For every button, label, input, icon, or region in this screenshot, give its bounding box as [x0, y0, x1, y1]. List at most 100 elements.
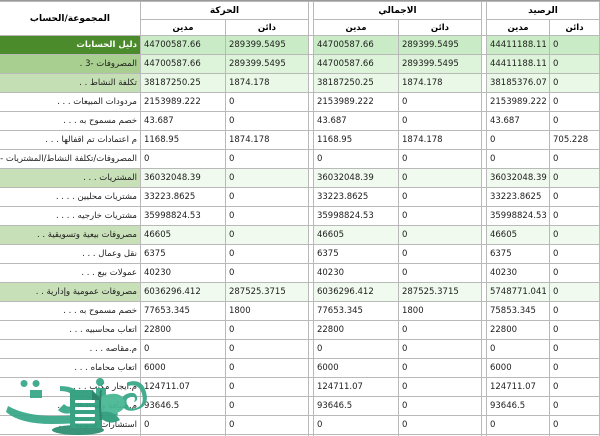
cell-balance-credit[interactable]: 0 — [549, 168, 600, 188]
table-row[interactable]: 0 2153989.222 0 2153989.222 0 2153989.222 مردو… — [0, 92, 600, 112]
cell-total-debit[interactable]: 44700587.66 — [312, 54, 399, 74]
table-row[interactable]: 0 93646.5 0 93646.5 0 93646.5 م.ضيافة واستقبال… — [0, 396, 600, 416]
table-row[interactable]: 0 38185376.07 1874.178 38187250.25 1874.178 3… — [0, 73, 600, 93]
cell-movement-debit[interactable]: 46605 — [139, 225, 226, 245]
cell-total-debit[interactable]: 12727.75 — [312, 434, 399, 436]
table-row[interactable]: 0 40230 0 40230 0 40230 عمولات بيع . . . — [0, 263, 600, 283]
cell-balance-debit[interactable]: 33223.8625 — [485, 187, 551, 207]
cell-total-credit[interactable]: 0 — [397, 377, 482, 397]
cell-account-name[interactable]: م اعتمادات تم اقفالها . . . — [0, 130, 141, 150]
cell-movement-debit[interactable]: 0 — [139, 339, 226, 359]
cell-balance-debit[interactable]: 36032048.39 — [485, 168, 551, 188]
cell-account-name[interactable]: م.نظافه واصلاح . . . — [0, 434, 141, 436]
cell-account-name[interactable]: مشتريات محليين . . . . — [0, 187, 141, 207]
cell-balance-debit[interactable]: 43.687 — [485, 111, 551, 131]
cell-account-name[interactable]: المصروفات/تكلفة النشاط/المشتريات -3 . . … — [0, 149, 141, 169]
cell-balance-debit[interactable]: 0 — [485, 149, 551, 169]
cell-total-credit[interactable]: 0 — [397, 149, 482, 169]
cell-total-credit[interactable]: 0 — [397, 396, 482, 416]
cell-total-debit[interactable]: 6036296.412 — [312, 282, 399, 302]
cell-total-credit[interactable]: 0 — [397, 339, 482, 359]
cell-movement-credit[interactable]: 287525.3715 — [224, 282, 309, 302]
cell-balance-credit[interactable]: 0 — [549, 225, 600, 245]
cell-account-name[interactable]: عمولات بيع . . . — [0, 263, 141, 283]
table-row[interactable]: 0 0 0 0 0 0 م.مقاصه . . . — [0, 339, 600, 359]
cell-movement-debit[interactable]: 44700587.66 — [139, 35, 226, 55]
cell-movement-debit[interactable]: 6036296.412 — [139, 282, 226, 302]
cell-balance-credit[interactable]: 0 — [549, 244, 600, 264]
cell-balance-debit[interactable]: 35998824.53 — [485, 206, 551, 226]
cell-total-credit[interactable]: 0 — [397, 320, 482, 340]
cell-account-name[interactable]: م.ضيافة واستقبال . . . — [0, 396, 141, 416]
cell-total-credit[interactable]: 289399.5495 — [397, 35, 482, 55]
cell-total-credit[interactable]: 0 — [397, 168, 482, 188]
cell-balance-credit[interactable]: 0 — [549, 377, 600, 397]
table-row[interactable]: 0 33223.8625 0 33223.8625 0 33223.8625 مشتريات… — [0, 187, 600, 207]
cell-account-name[interactable]: خصم مسموح به . . . — [0, 301, 141, 321]
cell-balance-debit[interactable]: 124711.07 — [485, 377, 551, 397]
cell-total-credit[interactable]: 0 — [397, 111, 482, 131]
cell-total-debit[interactable]: 0 — [312, 415, 399, 435]
table-row[interactable]: 0 44411188.11 289399.5495 44700587.66 289399… — [0, 35, 600, 55]
cell-account-name[interactable]: مردودات المبيعات . . . — [0, 92, 141, 112]
cell-total-credit[interactable]: 0 — [397, 92, 482, 112]
cell-movement-credit[interactable]: 1874.178 — [224, 73, 309, 93]
cell-account-name[interactable]: المصروفات -3 . — [0, 54, 141, 74]
cell-balance-credit[interactable]: 0 — [549, 301, 600, 321]
table-row[interactable]: 0 22800 0 22800 0 22800 اتعاب محاسبيه . . . — [0, 320, 600, 340]
cell-balance-debit[interactable]: 75853.345 — [485, 301, 551, 321]
cell-movement-debit[interactable]: 22800 — [139, 320, 226, 340]
cell-total-debit[interactable]: 43.687 — [312, 111, 399, 131]
cell-account-name[interactable]: مصروفات بيعية وتسويقية . . — [0, 225, 141, 245]
cell-total-credit[interactable]: 289399.5495 — [397, 54, 482, 74]
cell-movement-debit[interactable]: 1168.95 — [139, 130, 226, 150]
cell-balance-debit[interactable]: 5748771.041 — [485, 282, 551, 302]
table-row[interactable]: 012727.75012727.75012727.75م.نظافه واصلا… — [0, 434, 600, 436]
cell-total-credit[interactable]: 0 — [397, 187, 482, 207]
cell-total-debit[interactable]: 0 — [312, 339, 399, 359]
cell-movement-credit[interactable]: 0 — [224, 168, 309, 188]
cell-balance-credit[interactable]: 0 — [549, 282, 600, 302]
cell-balance-debit[interactable]: 0 — [485, 339, 551, 359]
table-row[interactable]: 0 5748771.041 287525.3715 6036296.412 287525… — [0, 282, 600, 302]
cell-total-debit[interactable]: 33223.8625 — [312, 187, 399, 207]
cell-balance-credit[interactable]: 0 — [549, 358, 600, 378]
cell-account-name[interactable]: استشارات قانونيه . . . — [0, 415, 141, 435]
cell-balance-credit[interactable]: 0 — [549, 54, 600, 74]
cell-balance-debit[interactable]: 46605 — [485, 225, 551, 245]
cell-total-credit[interactable]: 1874.178 — [397, 73, 482, 93]
cell-total-debit[interactable]: 44700587.66 — [312, 35, 399, 55]
cell-total-debit[interactable]: 77653.345 — [312, 301, 399, 321]
cell-total-debit[interactable]: 2153989.222 — [312, 92, 399, 112]
cell-account-name[interactable]: دليل الحسابات — [0, 35, 141, 55]
cell-balance-credit[interactable]: 0 — [549, 339, 600, 359]
table-row[interactable]: 0 6000 0 6000 0 6000 اتعاب محاماه . . . — [0, 358, 600, 378]
cell-movement-credit[interactable]: 0 — [224, 206, 309, 226]
cell-movement-credit[interactable]: 0 — [224, 320, 309, 340]
table-row[interactable]: 0 0 0 0 0 0 المصروفات/تكلفة النشاط/المشتريات -… — [0, 149, 600, 169]
cell-movement-credit[interactable]: 0 — [224, 92, 309, 112]
cell-total-credit[interactable]: 0 — [397, 415, 482, 435]
cell-movement-debit[interactable]: 0 — [139, 149, 226, 169]
cell-balance-debit[interactable]: 38185376.07 — [485, 73, 551, 93]
cell-account-name[interactable]: اتعاب محاسبيه . . . — [0, 320, 141, 340]
table-row[interactable]: 0 44411188.11 289399.5495 44700587.66 289399… — [0, 54, 600, 74]
cell-movement-debit[interactable]: 44700587.66 — [139, 54, 226, 74]
cell-total-credit[interactable]: 1800 — [397, 301, 482, 321]
cell-movement-debit[interactable]: 40230 — [139, 263, 226, 283]
cell-movement-debit[interactable]: 93646.5 — [139, 396, 226, 416]
cell-movement-debit[interactable]: 12727.75 — [139, 434, 226, 436]
cell-total-debit[interactable]: 93646.5 — [312, 396, 399, 416]
table-row[interactable]: 0 124711.07 0 124711.07 0 124711.07 م.ايجار مك… — [0, 377, 600, 397]
cell-movement-debit[interactable]: 6000 — [139, 358, 226, 378]
cell-account-name[interactable]: تكلفة النشاط . . — [0, 73, 141, 93]
cell-balance-credit[interactable]: 705.228 — [549, 130, 600, 150]
cell-total-credit[interactable]: 0 — [397, 225, 482, 245]
cell-total-credit[interactable]: 0 — [397, 244, 482, 264]
cell-total-credit[interactable]: 0 — [397, 358, 482, 378]
cell-movement-credit[interactable]: 289399.5495 — [224, 54, 309, 74]
cell-account-name[interactable]: مشتريات خارجيه . . . . — [0, 206, 141, 226]
cell-total-debit[interactable]: 46605 — [312, 225, 399, 245]
cell-account-name[interactable]: مصروفات عمومية وإدارية . . — [0, 282, 141, 302]
table-row[interactable]: 0 43.687 0 43.687 0 43.687 خصم مسموح به . . . — [0, 111, 600, 131]
